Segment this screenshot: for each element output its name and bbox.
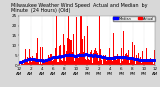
Legend: Median, Actual: Median, Actual xyxy=(113,16,155,21)
Text: Milwaukee Weather Wind Speed  Actual and Median  by Minute  (24 Hours) (Old): Milwaukee Weather Wind Speed Actual and … xyxy=(11,3,148,13)
